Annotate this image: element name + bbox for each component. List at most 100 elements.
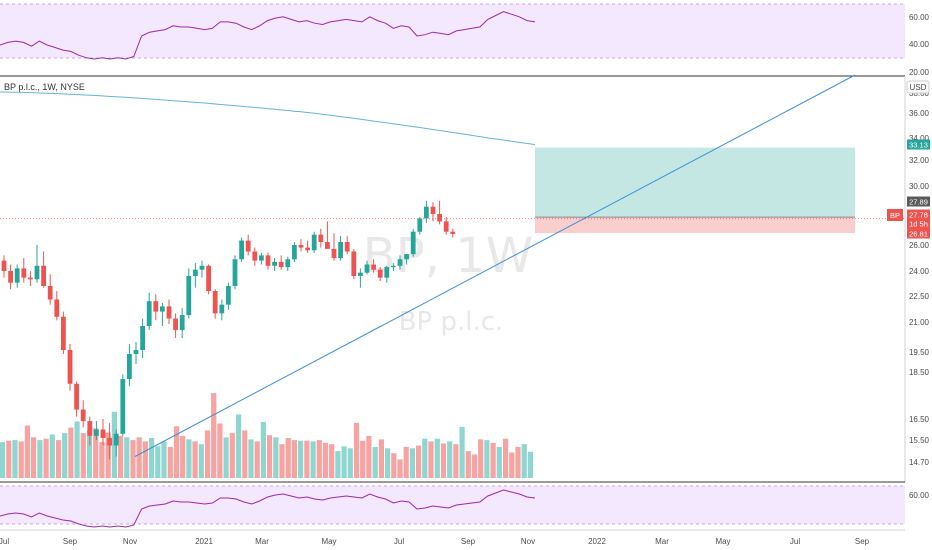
volume-bar [496,446,502,478]
candle-body [259,255,264,261]
position-tool[interactable] [535,147,855,234]
volume-bar [385,448,391,478]
volume-bar [322,442,329,478]
candle-body [21,268,27,278]
volume-bar [99,442,105,478]
volume-bar [391,453,397,478]
volume-bar [515,446,521,478]
candle-body [404,254,409,260]
top-indicator-tick: 40.00 [909,40,930,49]
loss-zone [535,217,855,234]
time-axis-label: Sep [63,537,78,546]
candle-body [318,234,324,243]
volume-bar [192,441,198,478]
top-indicator-tick: 60.00 [909,13,930,22]
top-indicator-line [0,11,536,60]
price-tick-label: 14.70 [909,458,930,467]
time-axis-label: Jul [790,537,800,546]
price-tick-label: 30.00 [909,182,930,191]
candle-body [338,242,343,258]
volume-bar [279,444,285,478]
volume-bar [459,426,465,478]
price-tag-box [907,196,930,207]
price-tag-box [907,228,930,239]
candle-body [74,383,79,410]
candle-body [377,269,383,278]
volume-bar [142,441,148,478]
candle-body [219,304,225,314]
price-tick-label: 34.00 [909,134,930,143]
volume-bar [360,440,366,478]
volume-bar [447,441,453,478]
price-tick-label: 36.00 [909,109,930,118]
volume-bar [366,435,372,478]
candle-body [1,260,7,271]
volume-bar [409,448,415,478]
price-tick-label: 15.50 [909,436,930,445]
price-tag-label: 26.81 [909,230,928,239]
candle-body [239,240,244,260]
moving-average-path [0,91,536,146]
volume-bar [161,441,167,478]
volume-bar [242,430,248,478]
candle-body [443,221,449,232]
candle-body [160,306,165,312]
candle-body [186,276,192,316]
volume-bars [0,393,533,479]
volume-bar [86,430,93,478]
time-axis-label: Jul [0,537,9,546]
candle-body [272,261,277,266]
candle-body [67,350,73,384]
candle-body [305,247,310,251]
candle-body [424,206,429,219]
currency-label-box [906,80,930,94]
volume-bar [93,428,99,478]
price-tick-label: 18.50 [909,368,930,377]
candle-body [430,206,436,215]
candle-body [371,264,376,270]
candle-body [437,214,442,222]
time-axis-label: May [321,537,336,546]
price-tag-label: 27.78 [909,211,928,220]
volume-bar [335,451,341,478]
volume-bar [521,444,527,478]
volume-bar [31,437,37,478]
time-axis[interactable]: Jul Sep Nov 2021 Mar May Jul Sep Nov 2022 Mar May Ju… [0,537,870,546]
candle-body [61,316,66,350]
candle-body [127,354,132,380]
volume-bar [304,440,310,478]
volume-bar [204,430,211,478]
bottom-indicator-line [0,489,536,528]
price-tag-label: 33.13 [909,141,928,150]
candle-body [232,259,238,286]
candle-body [193,269,198,276]
volume-bar [124,437,130,478]
symbol-tag-box [887,209,903,221]
price-tag-label: 27.89 [909,198,928,207]
volume-bar [372,446,378,478]
volume-bar [347,448,353,478]
volume-bar [329,444,335,478]
time-axis-label: 2022 [588,537,606,546]
candle-body [292,245,297,260]
candle-body [410,231,416,255]
volume-bar [248,439,254,478]
price-tick-label: 26.00 [909,241,930,250]
trendline[interactable] [134,74,856,457]
volume-bar [310,441,316,478]
time-axis-label: Mar [655,537,669,546]
volume-bar [155,446,161,478]
volume-bar [198,444,204,478]
candle-body [331,248,337,258]
volume-bar [6,440,12,478]
candle-body [140,326,145,350]
candle-body [80,409,86,422]
candle-body [100,429,106,438]
volume-bar [397,459,403,478]
candle-body [146,301,152,326]
volume-bar [55,440,62,479]
volume-bar [211,393,217,478]
volume-bar [490,442,496,478]
price-tick-label: 21.00 [909,318,930,327]
